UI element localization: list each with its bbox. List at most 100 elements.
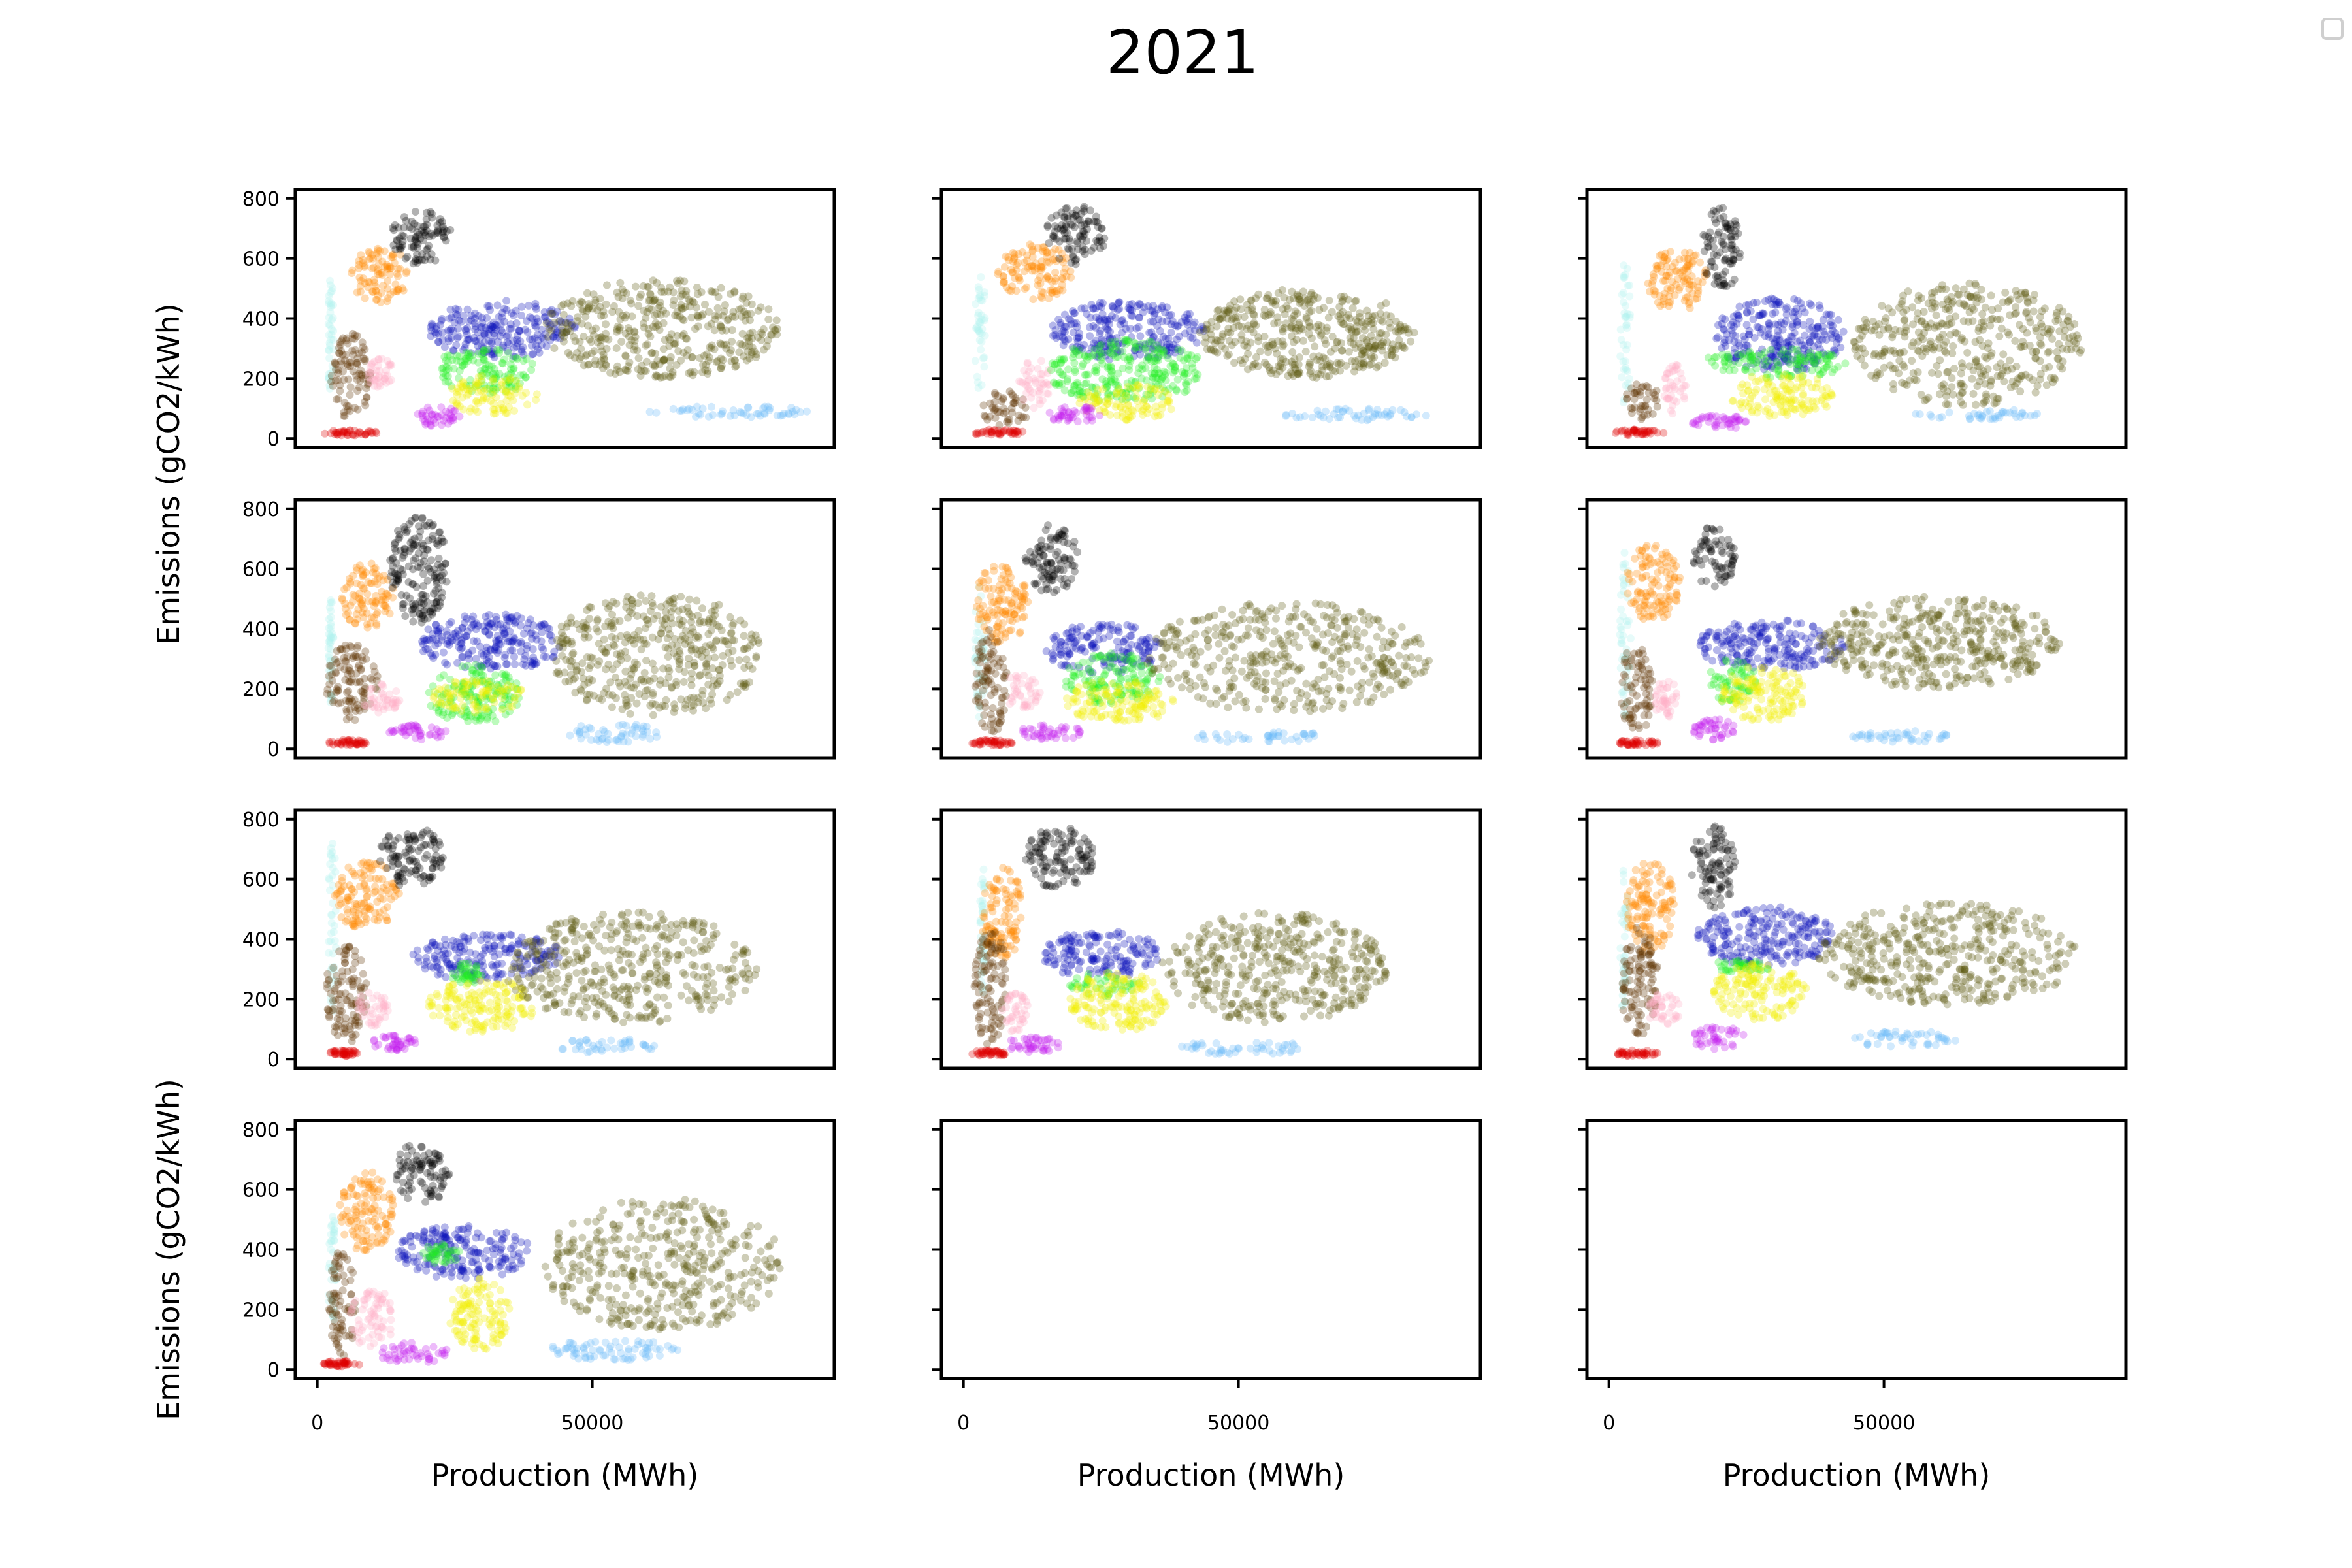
scatter-point-olive xyxy=(1369,346,1377,354)
scatter-point-olive xyxy=(1981,371,1989,379)
scatter-point-green xyxy=(1752,365,1761,373)
scatter-point-green xyxy=(1171,363,1179,372)
scatter-point-pink xyxy=(366,368,374,377)
scatter-point-green xyxy=(1056,368,1064,376)
scatter-point-green xyxy=(455,367,464,375)
scatter-point-olive xyxy=(637,367,645,375)
scatter-point-lightblue xyxy=(1989,414,1997,423)
scatter-point-olive xyxy=(1855,344,1863,353)
scatter-point-blue xyxy=(457,318,465,326)
scatter-point-orange xyxy=(1685,262,1693,270)
scatter-point-red xyxy=(1625,427,1633,436)
scatter-point-green xyxy=(1818,350,1827,359)
scatter-point-green xyxy=(505,378,513,387)
scatter-point-olive xyxy=(563,327,571,336)
scatter-point-brown xyxy=(345,694,353,703)
scatter-point-brown xyxy=(981,412,990,421)
scatter-point-red xyxy=(372,429,381,437)
scatter-point-olive xyxy=(2032,324,2040,333)
scatter-point-blue xyxy=(1737,350,1745,359)
scatter-point-brown xyxy=(355,677,364,685)
scatter-point-green xyxy=(1741,366,1750,374)
scatter-point-black xyxy=(1093,238,1102,246)
scatter-point-olive xyxy=(1201,338,1209,347)
scatter-point-orange xyxy=(378,269,386,277)
scatter-point-brown xyxy=(353,405,362,414)
scatter-point-olive xyxy=(723,340,731,349)
scatter-point-olive xyxy=(1857,355,1865,363)
scatter-point-yellow xyxy=(1167,405,1175,414)
scatter-point-blue xyxy=(1816,304,1824,312)
scatter-point-orange xyxy=(364,278,372,286)
scatter-point-blue xyxy=(471,322,480,331)
scatter-point-black xyxy=(394,575,402,583)
scatter-point-black xyxy=(1065,245,1073,253)
scatter-point-olive xyxy=(1948,319,1956,327)
scatter-point-blue xyxy=(1150,341,1158,350)
scatter-point-green xyxy=(462,693,470,701)
scatter-point-green xyxy=(474,698,482,706)
scatter-point-red xyxy=(1633,430,1641,438)
scatter-point-blue xyxy=(1120,337,1129,346)
scatter-point-yellow xyxy=(1766,409,1774,417)
scatter-point-green xyxy=(1154,356,1162,365)
scatter-point-magenta xyxy=(1733,412,1741,421)
scatter-point-blue xyxy=(1060,335,1068,344)
scatter-point-blue xyxy=(1816,345,1824,353)
scatter-point-green xyxy=(1124,336,1132,344)
scatter-point-yellow xyxy=(1138,407,1147,416)
scatter-point-blue xyxy=(508,309,516,318)
scatter-point-green xyxy=(1071,366,1079,374)
scatter-point-black xyxy=(402,529,410,537)
scatter-point-black xyxy=(1721,219,1729,227)
scatter-point-olive xyxy=(650,296,659,304)
scatter-point-pink xyxy=(1037,370,1045,378)
scatter-point-olive xyxy=(613,288,621,297)
scatter-point-orange xyxy=(1688,259,1697,267)
scatter-point-blue xyxy=(434,626,443,634)
scatter-point-lightblue xyxy=(759,404,768,412)
scatter-point-orange xyxy=(1682,293,1690,302)
scatter-point-green xyxy=(1069,386,1077,395)
scatter-point-orange xyxy=(338,594,346,602)
scatter-point-olive xyxy=(1994,304,2002,313)
scatter-point-black xyxy=(446,226,455,234)
scatter-point-olive xyxy=(2026,318,2034,327)
scatter-point-lightblue xyxy=(1358,416,1365,424)
scatter-point-olive xyxy=(717,354,725,363)
scatter-point-orange xyxy=(1029,295,1037,304)
scatter-point-green xyxy=(1079,393,1088,401)
scatter-point-yellow xyxy=(1076,395,1085,403)
scatter-point-orange xyxy=(370,278,379,287)
scatter-point-olive xyxy=(2059,357,2067,366)
scatter-point-lightblue xyxy=(1371,410,1379,419)
scatter-point-blue xyxy=(1810,342,1818,351)
scatter-point-olive xyxy=(1278,286,1286,294)
scatter-point-olive xyxy=(613,325,621,334)
scatter-point-green xyxy=(1059,371,1068,379)
scatter-point-blue xyxy=(1739,349,1748,357)
scatter-point-olive xyxy=(585,304,593,312)
scatter-point-green xyxy=(1776,372,1785,380)
scatter-point-olive xyxy=(743,348,752,356)
scatter-point-black xyxy=(1714,228,1723,237)
scatter-point-brown xyxy=(1637,415,1646,423)
scatter-point-blue xyxy=(484,329,493,338)
scatter-point-yellow xyxy=(506,376,514,384)
scatter-point-blue xyxy=(428,651,436,660)
scatter-point-lightblue xyxy=(1339,407,1347,416)
scatter-point-blue xyxy=(489,661,497,669)
scatter-point-lightblue xyxy=(1978,412,1987,421)
scatter-point-black xyxy=(1043,223,1052,231)
scatter-point-blue xyxy=(1721,315,1729,323)
scatter-point-green xyxy=(474,358,483,367)
scatter-point-blue xyxy=(525,301,533,310)
scatter-point-orange xyxy=(348,597,357,606)
scatter-point-blue xyxy=(504,331,512,340)
scatter-point-olive xyxy=(1235,321,1243,330)
scatter-point-olive xyxy=(636,293,644,302)
scatter-point-blue xyxy=(1789,313,1798,321)
scatter-point-yellow xyxy=(1142,402,1151,411)
scatter-point-blue xyxy=(478,314,486,322)
scatter-point-green xyxy=(482,680,490,689)
